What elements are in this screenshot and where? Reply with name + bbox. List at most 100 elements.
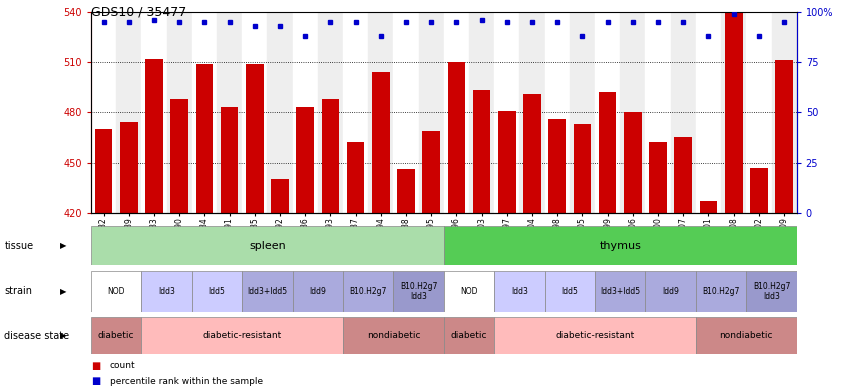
Bar xyxy=(498,111,515,213)
Text: B10.H2g7: B10.H2g7 xyxy=(702,287,740,296)
Bar xyxy=(548,119,566,213)
Text: ldd3: ldd3 xyxy=(511,287,528,296)
Bar xyxy=(645,271,696,312)
Bar xyxy=(444,12,469,213)
Bar xyxy=(444,226,797,265)
Bar xyxy=(721,12,746,213)
Bar xyxy=(91,12,116,213)
Bar xyxy=(520,12,545,213)
Bar xyxy=(725,12,742,213)
Bar xyxy=(141,271,191,312)
Text: ▶: ▶ xyxy=(60,331,67,340)
Bar xyxy=(393,271,444,312)
Text: ■: ■ xyxy=(91,376,100,386)
Bar xyxy=(423,131,440,213)
Bar xyxy=(696,12,721,213)
Bar xyxy=(746,271,797,312)
Text: ldd3: ldd3 xyxy=(158,287,175,296)
Text: thymus: thymus xyxy=(599,241,641,251)
Bar xyxy=(494,12,520,213)
Bar xyxy=(242,12,268,213)
Bar xyxy=(91,226,443,265)
Bar xyxy=(444,271,494,312)
Bar xyxy=(191,271,242,312)
Bar xyxy=(343,271,393,312)
Bar xyxy=(473,91,490,213)
Text: strain: strain xyxy=(4,286,32,296)
Text: ldd3+ldd5: ldd3+ldd5 xyxy=(248,287,288,296)
Text: NOD: NOD xyxy=(461,287,478,296)
Text: B10.H2g7
ldd3: B10.H2g7 ldd3 xyxy=(753,281,790,301)
Text: diabetic: diabetic xyxy=(451,331,488,340)
Bar xyxy=(343,317,443,354)
Bar xyxy=(242,271,293,312)
Bar xyxy=(545,271,595,312)
Bar xyxy=(670,12,696,213)
Bar xyxy=(221,107,238,213)
Text: spleen: spleen xyxy=(249,241,286,251)
Bar xyxy=(645,12,670,213)
Bar xyxy=(346,142,365,213)
Bar xyxy=(141,12,166,213)
Bar xyxy=(94,129,113,213)
Bar xyxy=(393,12,418,213)
Bar xyxy=(573,124,591,213)
Bar xyxy=(696,317,797,354)
Bar xyxy=(772,12,797,213)
Bar xyxy=(196,63,213,213)
Bar xyxy=(372,72,390,213)
Bar xyxy=(494,317,696,354)
Bar xyxy=(191,12,217,213)
Text: B10.H2g7: B10.H2g7 xyxy=(350,287,387,296)
Text: nondiabetic: nondiabetic xyxy=(366,331,420,340)
Bar xyxy=(91,271,141,312)
Bar xyxy=(448,62,465,213)
Bar xyxy=(595,271,645,312)
Bar xyxy=(120,122,138,213)
Bar xyxy=(116,12,141,213)
Text: ldd5: ldd5 xyxy=(561,287,578,296)
Text: percentile rank within the sample: percentile rank within the sample xyxy=(110,377,263,386)
Text: ldd9: ldd9 xyxy=(309,287,326,296)
Bar xyxy=(570,12,595,213)
Bar xyxy=(650,142,667,213)
Text: GDS10 / 35477: GDS10 / 35477 xyxy=(91,6,186,19)
Bar xyxy=(271,179,288,213)
Bar xyxy=(318,12,343,213)
Bar xyxy=(145,58,163,213)
Bar xyxy=(444,317,494,354)
Text: ▶: ▶ xyxy=(60,287,67,296)
Bar xyxy=(397,169,415,213)
Text: ■: ■ xyxy=(91,361,100,371)
Bar xyxy=(750,168,768,213)
Bar xyxy=(166,12,191,213)
Text: tissue: tissue xyxy=(4,241,34,251)
Bar xyxy=(343,12,368,213)
Bar xyxy=(418,12,444,213)
Text: diabetic-resistant: diabetic-resistant xyxy=(555,331,635,340)
Text: ldd3+ldd5: ldd3+ldd5 xyxy=(600,287,640,296)
Text: diabetic: diabetic xyxy=(98,331,134,340)
Text: B10.H2g7
ldd3: B10.H2g7 ldd3 xyxy=(400,281,437,301)
Bar xyxy=(599,92,617,213)
Bar xyxy=(91,317,141,354)
Bar xyxy=(293,271,343,312)
Bar xyxy=(296,107,314,213)
Bar xyxy=(620,12,645,213)
Text: nondiabetic: nondiabetic xyxy=(720,331,773,340)
Text: count: count xyxy=(110,361,136,370)
Bar xyxy=(321,99,339,213)
Bar xyxy=(700,201,717,213)
Bar xyxy=(368,12,393,213)
Text: diabetic-resistant: diabetic-resistant xyxy=(203,331,281,340)
Text: ldd9: ldd9 xyxy=(662,287,679,296)
Bar xyxy=(268,12,293,213)
Bar xyxy=(675,137,692,213)
Bar xyxy=(746,12,772,213)
Bar xyxy=(595,12,620,213)
Bar xyxy=(523,94,541,213)
Bar xyxy=(246,63,263,213)
Text: disease state: disease state xyxy=(4,331,69,341)
Bar xyxy=(624,112,642,213)
Bar xyxy=(171,99,188,213)
